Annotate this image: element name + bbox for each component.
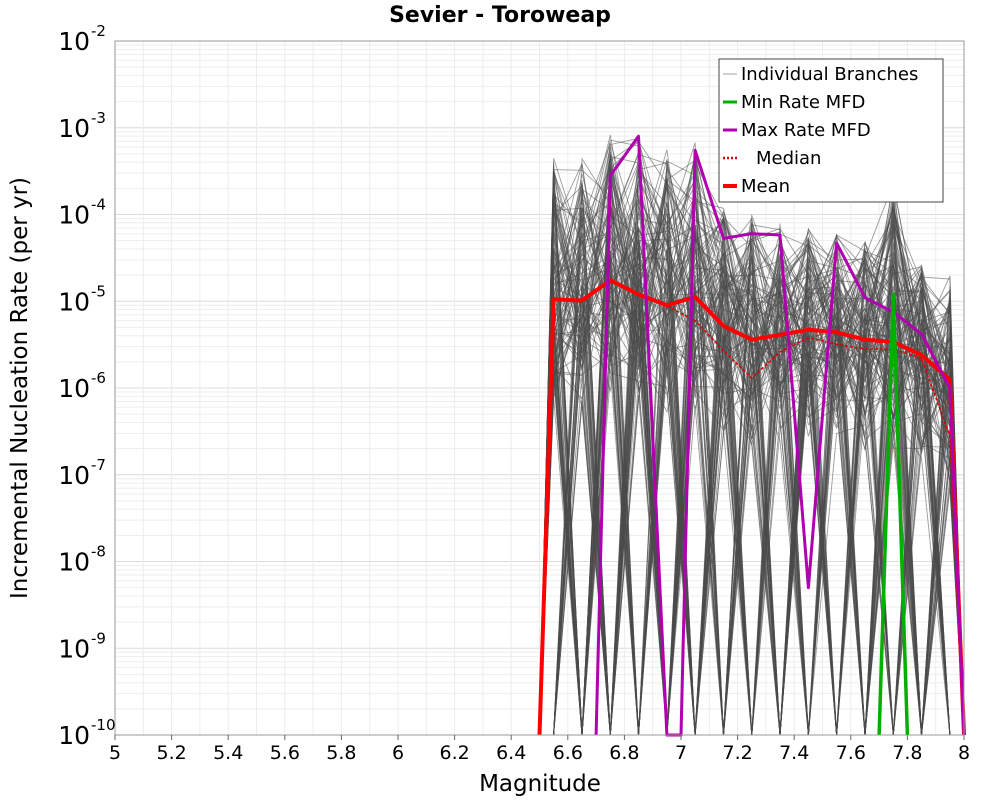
y-tick-label-base: 10 bbox=[58, 634, 90, 663]
x-tick-label: 5.2 bbox=[156, 742, 186, 764]
y-tick-label-base: 10 bbox=[58, 461, 90, 490]
branch-line bbox=[539, 197, 964, 736]
x-tick-label: 7.8 bbox=[892, 742, 922, 764]
x-tick-label: 7.6 bbox=[836, 742, 866, 764]
legend-label-mean: Mean bbox=[741, 176, 790, 197]
legend-box bbox=[718, 58, 944, 203]
branch-line bbox=[539, 217, 964, 736]
chart-title: Sevier - Toroweap bbox=[389, 3, 611, 28]
series-line-mean bbox=[537, 278, 966, 736]
plot-frame bbox=[114, 40, 965, 736]
series-lines bbox=[537, 134, 966, 737]
branch-line bbox=[539, 208, 965, 736]
y-tick-label-exponent: -3 bbox=[91, 109, 106, 127]
series-line-max-rate-mfd bbox=[594, 134, 966, 737]
x-tick-label: 7 bbox=[675, 742, 687, 764]
y-tick-label-base: 10 bbox=[58, 721, 90, 750]
branch-line bbox=[539, 170, 965, 736]
y-axis-label: Incremental Nucleation Rate (per yr) bbox=[7, 177, 33, 599]
y-tick-label-exponent: -5 bbox=[91, 282, 106, 300]
branch-line bbox=[539, 256, 964, 736]
x-tick-label: 6.4 bbox=[496, 742, 526, 764]
y-tick-label-exponent: -2 bbox=[91, 22, 106, 40]
y-tick-label-exponent: -7 bbox=[91, 456, 106, 474]
branch-line bbox=[539, 178, 965, 736]
x-tick-label: 7.2 bbox=[722, 742, 752, 764]
x-tick-label: 5.8 bbox=[326, 742, 356, 764]
branch-line bbox=[539, 201, 965, 736]
branch-line bbox=[539, 152, 965, 736]
branch-line bbox=[539, 188, 965, 736]
y-tick-label-exponent: -10 bbox=[91, 716, 116, 734]
x-tick-label: 5.6 bbox=[270, 742, 300, 764]
legend-label-max-rate-mfd: Max Rate MFD bbox=[741, 120, 871, 141]
legend: Individual Branches Min Rate MFD Max Rate … bbox=[718, 58, 944, 203]
y-axis-ticks: 10-210-310-410-510-610-710-810-910-10 bbox=[58, 22, 115, 750]
branch-line bbox=[539, 156, 964, 736]
branch-line bbox=[539, 181, 965, 736]
x-tick-label: 6.2 bbox=[439, 742, 469, 764]
y-tick-label-base: 10 bbox=[58, 287, 90, 316]
y-tick-label-base: 10 bbox=[58, 201, 90, 230]
y-tick-label-base: 10 bbox=[58, 548, 90, 577]
branch-line bbox=[539, 139, 965, 736]
branch-line bbox=[539, 235, 965, 736]
y-tick-label-base: 10 bbox=[58, 374, 90, 403]
branch-line bbox=[539, 188, 965, 736]
x-axis-ticks: 5 5.2 5.4 5.6 5.8 6 6.2 6.4 6.6 6.8 7 7.2 7.4 7.6 7.8 8 bbox=[109, 735, 970, 764]
series-line-min-rate-mfd bbox=[877, 292, 910, 736]
x-tick-label: 8 bbox=[958, 742, 970, 764]
x-tick-label: 6.8 bbox=[609, 742, 639, 764]
x-tick-label: 7.4 bbox=[779, 742, 809, 764]
y-tick-label-base: 10 bbox=[58, 114, 90, 143]
x-tick-label: 5 bbox=[109, 742, 121, 764]
legend-label-median: Median bbox=[756, 148, 821, 169]
y-tick-label-exponent: -8 bbox=[91, 543, 106, 561]
branch-line bbox=[539, 153, 965, 736]
legend-label-min-rate-mfd: Min Rate MFD bbox=[741, 92, 865, 113]
branch-line bbox=[539, 222, 964, 736]
x-tick-label: 6 bbox=[392, 742, 404, 764]
x-axis-label: Magnitude bbox=[479, 771, 601, 797]
x-tick-label: 6.6 bbox=[553, 742, 583, 764]
y-tick-label-exponent: -9 bbox=[91, 629, 106, 647]
y-tick-label-exponent: -6 bbox=[91, 369, 106, 387]
y-tick-label-base: 10 bbox=[58, 27, 90, 56]
x-tick-label: 5.4 bbox=[213, 742, 243, 764]
legend-label-individual-branches: Individual Branches bbox=[741, 64, 918, 85]
y-tick-label-exponent: -4 bbox=[91, 196, 106, 214]
